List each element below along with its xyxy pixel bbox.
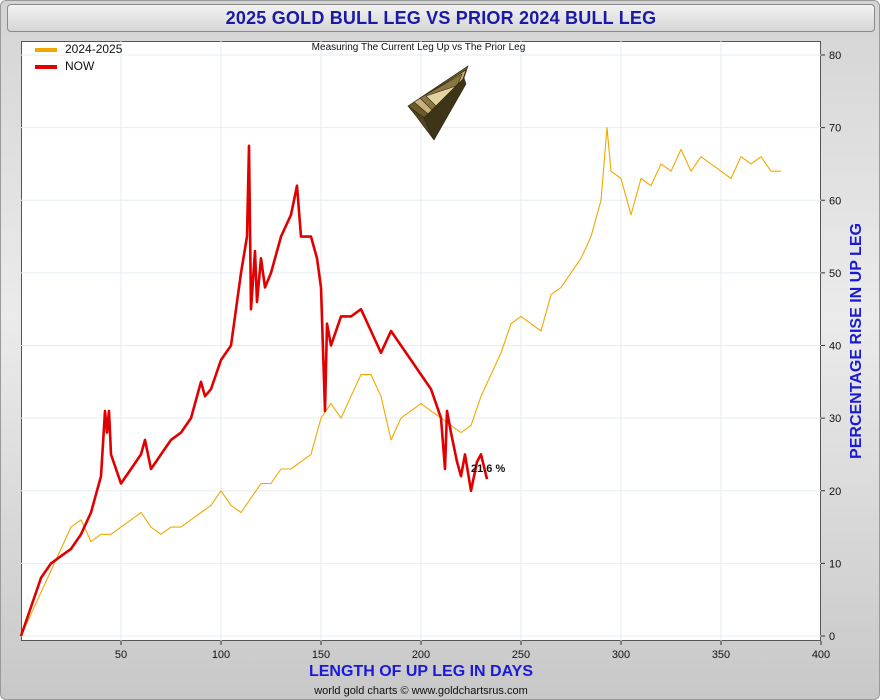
y-tick-label: 10	[829, 558, 841, 570]
x-tick-label: 150	[312, 649, 330, 661]
legend-swatch-prior	[35, 48, 57, 52]
chart-subtitle: Measuring The Current Leg Up vs The Prio…	[311, 42, 526, 53]
y-tick-label: 40	[829, 341, 841, 353]
x-tick-label: 50	[115, 649, 127, 661]
series-line-prior	[20, 127, 781, 637]
credit-text: world gold charts © www.goldchartsrus.co…	[314, 685, 528, 697]
legend-label-prior: 2024-2025	[65, 42, 123, 56]
x-axis-label: LENGTH OF UP LEG IN DAYS	[308, 663, 534, 680]
y-tick-label: 0	[829, 631, 835, 643]
x-tick-label: 250	[512, 649, 530, 661]
gold-bar-facet	[407, 105, 435, 141]
y-axis-label: PERCENTAGE RISE IN UP LEG	[848, 223, 865, 459]
series-line-now	[19, 144, 489, 637]
end-value-annotation: 21.6 %	[471, 463, 505, 475]
y-tick-label: 20	[829, 486, 841, 498]
x-tick-label: 100	[212, 649, 230, 661]
x-tick-label: 200	[412, 649, 430, 661]
y-tick-label: 50	[829, 268, 841, 280]
legend-swatch-now	[35, 65, 57, 69]
legend-label-now: NOW	[65, 59, 95, 73]
gold-bars-stack-icon	[407, 65, 469, 141]
y-tick-label: 80	[829, 50, 841, 62]
y-tick-label: 60	[829, 195, 841, 207]
y-tick-label: 70	[829, 123, 841, 135]
chart-title: 2025 GOLD BULL LEG VS PRIOR 2024 BULL LE…	[7, 4, 875, 32]
x-tick-label: 350	[712, 649, 730, 661]
x-tick-label: 300	[612, 649, 630, 661]
y-tick-label: 30	[829, 413, 841, 425]
x-tick-label: 400	[812, 649, 830, 661]
